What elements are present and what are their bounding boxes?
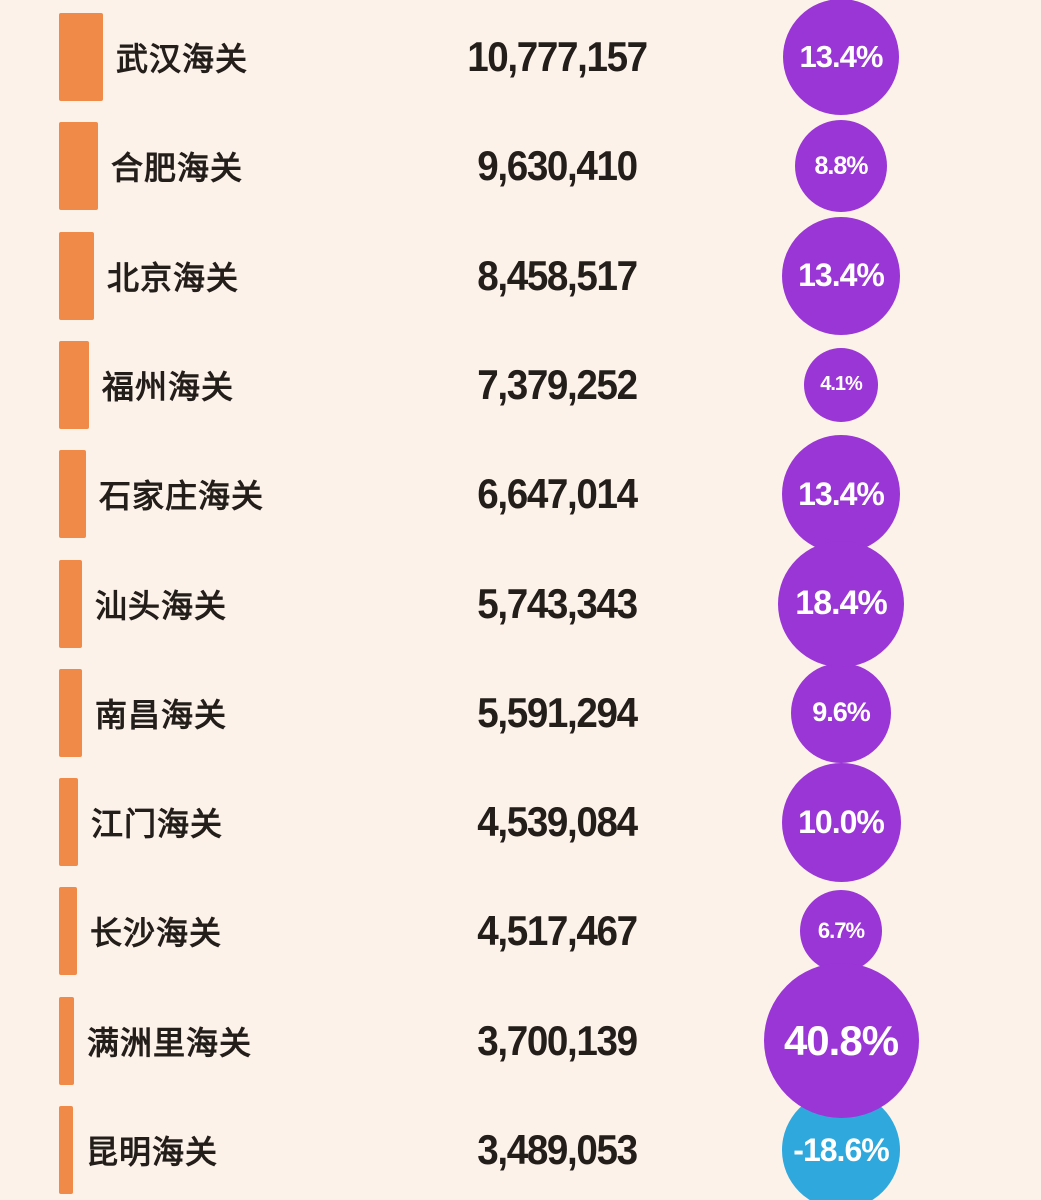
table-row: 武汉海关 10,777,157 13.4% bbox=[0, 0, 1041, 115]
growth-percent-label: 6.7% bbox=[817, 918, 865, 944]
table-row: 福州海关 7,379,252 4.1% bbox=[0, 330, 1041, 440]
value-bar bbox=[59, 668, 82, 757]
growth-percent-label: 13.4% bbox=[798, 257, 885, 294]
table-row: 北京海关 8,458,517 13.4% bbox=[0, 216, 1041, 335]
customs-office-label: 合肥海关 bbox=[111, 150, 244, 187]
value-bar bbox=[59, 340, 89, 429]
trade-value: 8,458,517 bbox=[477, 251, 638, 299]
growth-bubble: 8.8% bbox=[795, 120, 887, 213]
trade-value: 4,517,467 bbox=[477, 907, 638, 955]
growth-bubble: 18.4% bbox=[778, 540, 904, 667]
value-bar bbox=[59, 778, 78, 867]
customs-office-label: 南昌海关 bbox=[95, 696, 228, 733]
trade-value: 7,379,252 bbox=[477, 360, 638, 408]
growth-bubble: 40.8% bbox=[763, 963, 919, 1119]
table-row: 合肥海关 9,630,410 8.8% bbox=[0, 111, 1041, 221]
growth-percent-label: -18.6% bbox=[793, 1131, 889, 1168]
trade-value: 9,630,410 bbox=[477, 142, 638, 190]
customs-office-label: 江门海关 bbox=[91, 806, 224, 843]
value-bar bbox=[59, 559, 82, 648]
customs-office-label: 长沙海关 bbox=[90, 915, 223, 952]
customs-office-label: 汕头海关 bbox=[95, 587, 228, 624]
value-bar bbox=[59, 122, 98, 211]
growth-bubble: 13.4% bbox=[783, 0, 899, 115]
growth-bubble: 6.7% bbox=[800, 890, 882, 973]
value-bar bbox=[59, 996, 74, 1085]
value-bar bbox=[59, 1106, 73, 1194]
growth-percent-label: 4.1% bbox=[820, 373, 863, 396]
value-bar bbox=[59, 887, 77, 976]
table-row: 南昌海关 5,591,294 9.6% bbox=[0, 658, 1041, 768]
value-bar bbox=[59, 231, 94, 320]
growth-bubble: 13.4% bbox=[782, 435, 900, 554]
customs-office-label: 满洲里海关 bbox=[87, 1024, 253, 1061]
growth-percent-label: 8.8% bbox=[814, 151, 869, 180]
trade-value: 3,489,053 bbox=[477, 1126, 638, 1173]
trade-value: 4,539,084 bbox=[477, 798, 638, 846]
growth-percent-label: 40.8% bbox=[783, 1016, 899, 1064]
trade-value: 5,743,343 bbox=[477, 579, 638, 627]
growth-bubble: 9.6% bbox=[791, 662, 891, 763]
growth-percent-label: 13.4% bbox=[798, 475, 885, 512]
trade-value: 3,700,139 bbox=[477, 1016, 638, 1064]
growth-percent-label: 13.4% bbox=[799, 39, 884, 74]
growth-bubble: 13.4% bbox=[782, 216, 900, 335]
value-bar bbox=[59, 13, 103, 101]
table-row: 满洲里海关 3,700,139 40.8% bbox=[0, 963, 1041, 1119]
customs-office-label: 福州海关 bbox=[102, 368, 235, 405]
value-bar bbox=[59, 450, 86, 539]
table-row: 石家庄海关 6,647,014 13.4% bbox=[0, 435, 1041, 554]
table-row: 江门海关 4,539,084 10.0% bbox=[0, 762, 1041, 882]
table-row: 长沙海关 4,517,467 6.7% bbox=[0, 876, 1041, 986]
growth-bubble: 10.0% bbox=[781, 762, 901, 882]
trade-value: 10,777,157 bbox=[467, 33, 648, 80]
growth-bubble: 4.1% bbox=[804, 347, 878, 422]
trade-value: 5,591,294 bbox=[477, 688, 638, 736]
growth-percent-label: 9.6% bbox=[812, 697, 871, 728]
table-row: 汕头海关 5,743,343 18.4% bbox=[0, 540, 1041, 667]
customs-office-label: 北京海关 bbox=[107, 259, 240, 296]
growth-percent-label: 10.0% bbox=[798, 803, 885, 840]
customs-office-label: 昆明海关 bbox=[86, 1134, 219, 1170]
customs-office-label: 武汉海关 bbox=[116, 41, 249, 77]
table-row: 昆明海关 3,489,053 -18.6% bbox=[0, 1091, 1041, 1200]
customs-office-label: 石家庄海关 bbox=[99, 478, 265, 515]
trade-value: 6,647,014 bbox=[477, 470, 638, 518]
growth-percent-label: 18.4% bbox=[795, 584, 887, 622]
